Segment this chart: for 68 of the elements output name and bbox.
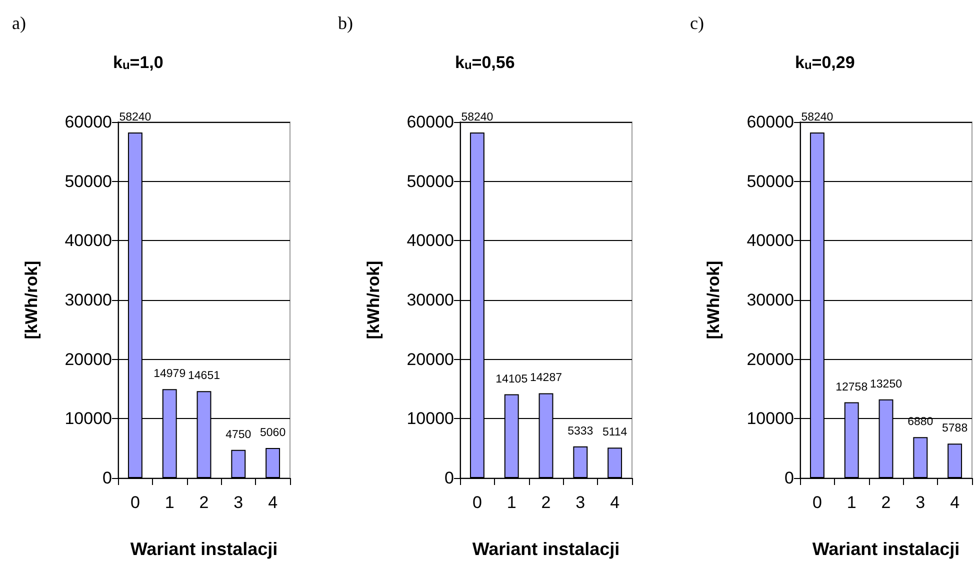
data-label: 5114 xyxy=(602,426,628,439)
y-tick-label: 10000 xyxy=(406,409,454,428)
y-tick-label: 10000 xyxy=(64,409,112,428)
x-tick-label: 2 xyxy=(199,493,209,512)
y-tick-label: 20000 xyxy=(406,350,454,369)
y-tick-label: 50000 xyxy=(64,172,112,191)
y-axis-title: [kWh/rok] xyxy=(364,260,383,340)
bar xyxy=(948,444,962,478)
y-tick-label: 30000 xyxy=(64,290,112,310)
y-tick-label: 0 xyxy=(444,468,454,488)
x-tick-label: 0 xyxy=(472,493,482,512)
x-axis-title: Wariant instalacji xyxy=(130,539,278,559)
data-label: 12758 xyxy=(836,381,868,394)
x-axis-title: Wariant instalacji xyxy=(472,539,620,559)
x-tick-label: 3 xyxy=(916,493,926,512)
text: a) xyxy=(12,13,26,33)
data-label: 14287 xyxy=(530,372,562,384)
data-label: 5333 xyxy=(568,425,594,438)
chart-title: ku=0,29 xyxy=(795,53,855,72)
data-label: 5788 xyxy=(942,422,968,435)
y-tick-label: 30000 xyxy=(406,290,454,310)
data-label: 58240 xyxy=(801,111,834,124)
y-tick-label: 60000 xyxy=(746,112,794,132)
y-tick-label: 0 xyxy=(102,468,112,488)
chart-title: ku=1,0 xyxy=(113,53,164,72)
x-tick-label: 0 xyxy=(130,493,140,512)
x-tick-label: 1 xyxy=(506,493,516,512)
x-tick-label: 0 xyxy=(812,493,822,512)
text: b) xyxy=(338,13,353,33)
data-label: 13250 xyxy=(870,378,902,390)
x-tick-label: 1 xyxy=(164,493,174,512)
chart-title: ku=0,56 xyxy=(455,53,515,72)
data-label: 14651 xyxy=(188,370,220,382)
data-label: 4750 xyxy=(226,428,252,441)
bar xyxy=(231,450,246,478)
y-tick-label: 40000 xyxy=(746,231,794,250)
data-label: 58240 xyxy=(461,111,494,124)
data-label: 14979 xyxy=(154,368,186,380)
y-tick-label: 60000 xyxy=(406,112,454,132)
x-tick-label: 3 xyxy=(234,493,244,512)
x-tick-label: 4 xyxy=(950,493,960,512)
bar xyxy=(573,446,588,478)
y-tick-label: 50000 xyxy=(406,172,454,191)
data-label: 58240 xyxy=(119,111,152,124)
x-axis-title: Wariant instalacji xyxy=(812,539,960,559)
y-tick-label: 30000 xyxy=(746,290,794,310)
y-tick-label: 20000 xyxy=(746,350,794,369)
text: c) xyxy=(690,13,704,33)
y-tick-label: 20000 xyxy=(64,350,112,369)
x-tick-label: 1 xyxy=(846,493,856,512)
x-tick-label: 4 xyxy=(610,493,620,512)
x-tick-label: 2 xyxy=(881,493,891,512)
x-tick-label: 3 xyxy=(576,493,586,512)
bar xyxy=(913,437,928,478)
y-axis-title: [kWh/rok] xyxy=(22,260,41,340)
data-label: 14105 xyxy=(496,373,528,386)
y-tick-label: 10000 xyxy=(746,409,794,428)
x-tick-label: 2 xyxy=(541,493,551,512)
x-tick-label: 4 xyxy=(268,493,278,512)
y-tick-label: 60000 xyxy=(64,112,112,132)
data-label: 5060 xyxy=(260,426,286,439)
y-tick-label: 0 xyxy=(784,468,794,488)
y-tick-label: 40000 xyxy=(406,231,454,250)
y-tick-label: 50000 xyxy=(746,172,794,191)
bar xyxy=(266,448,280,478)
y-tick-label: 40000 xyxy=(64,231,112,250)
bar xyxy=(608,448,622,478)
y-axis-title: [kWh/rok] xyxy=(704,260,723,340)
